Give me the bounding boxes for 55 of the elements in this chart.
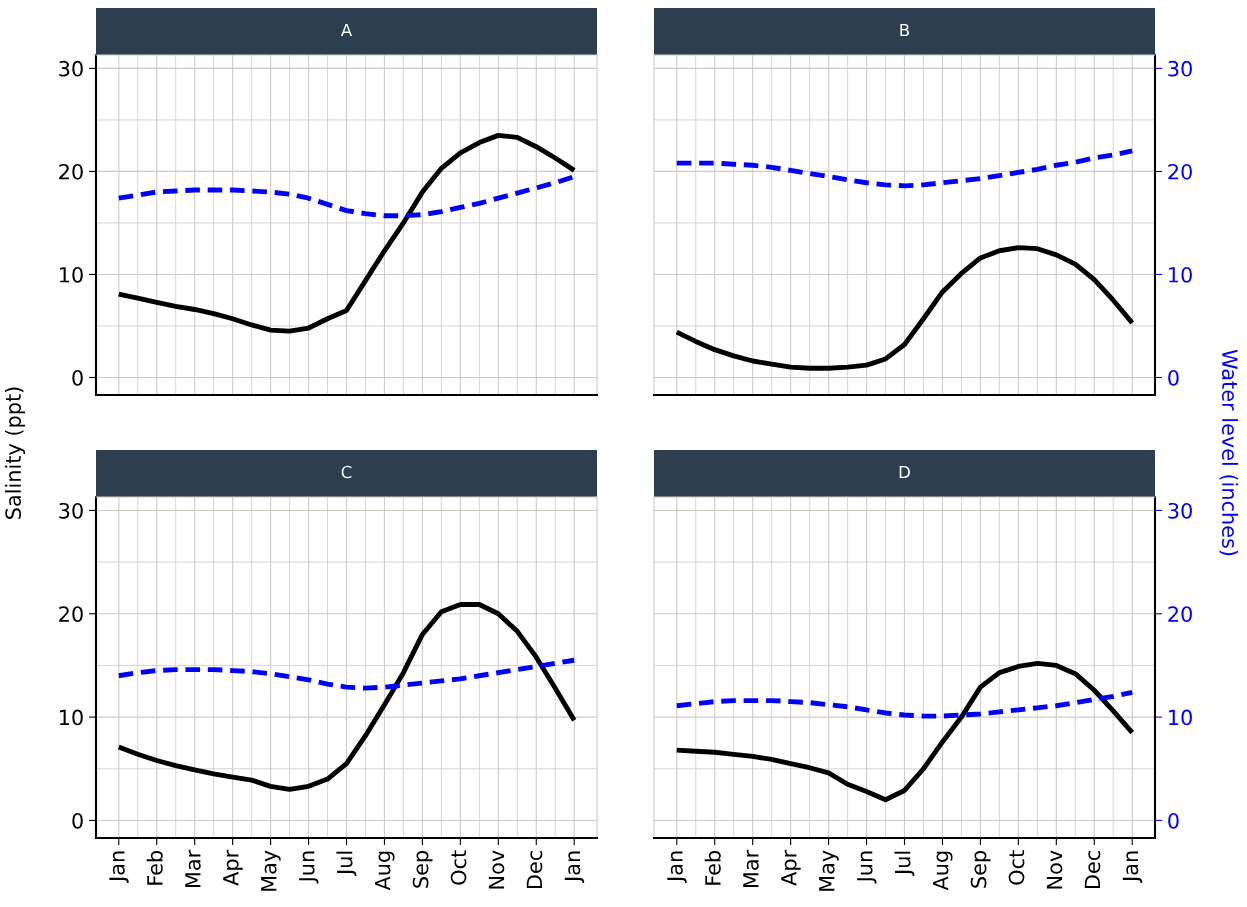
y-tick-label: 20: [59, 163, 83, 180]
y-tick-label: 20: [1168, 606, 1192, 622]
x-tick-label: Jan: [564, 851, 585, 883]
x-tick-label: Jul: [336, 851, 357, 877]
y-tick-label: 30: [59, 502, 83, 519]
y-axis-title: Salinity (ppt): [4, 387, 26, 519]
y-tick-label: 30: [1168, 502, 1192, 519]
x-tick-label: Dec: [1084, 851, 1101, 889]
y-tick-label: 0: [72, 812, 83, 829]
y-tick-label: 10: [1169, 709, 1192, 726]
x-tick-label: Nov: [488, 850, 505, 889]
x-tick-label: Feb: [704, 850, 721, 885]
x-tick-label: Sep: [412, 850, 433, 888]
x-tick-label: Nov: [1046, 850, 1063, 889]
x-tick-label: Aug: [933, 851, 953, 891]
x-tick-label: May: [819, 850, 839, 891]
x-tick-label: May: [261, 850, 281, 891]
chart-title: D: [899, 465, 910, 479]
x-tick-label: Mar: [743, 849, 759, 888]
y-tick-label: 30: [1168, 60, 1192, 77]
y-tick-label: 10: [59, 709, 83, 726]
x-tick-label: Jun: [857, 851, 877, 884]
chart-title: C: [341, 465, 352, 479]
x-tick-label: Dec: [526, 851, 543, 889]
x-tick-label: Apr: [223, 849, 243, 886]
x-tick-label: Jan: [667, 851, 687, 883]
y-tick-label: 0: [72, 369, 83, 386]
x-tick-label: Jan: [109, 851, 129, 883]
line-series: [674, 245, 1135, 371]
line-series: [116, 657, 577, 691]
x-tick-label: Oct: [450, 850, 467, 885]
line-series: [116, 602, 577, 792]
x-tick-label: Apr: [781, 849, 801, 886]
y-tick-label: 0: [1168, 369, 1179, 386]
y-tick-label: 10: [59, 266, 83, 283]
x-tick-label: Jul: [894, 851, 915, 877]
chart-title: A: [340, 23, 353, 37]
chart-title: B: [900, 23, 910, 37]
line-series: [674, 148, 1135, 189]
y-tick-label: 10: [1169, 266, 1192, 283]
x-tick-label: Mar: [185, 849, 201, 888]
y-tick-label: 20: [1168, 163, 1192, 180]
y-tick-label: 0: [1168, 812, 1179, 829]
x-tick-label: Jan: [1122, 851, 1143, 883]
x-tick-label: Oct: [1008, 850, 1025, 885]
x-tick-label: Feb: [146, 850, 163, 885]
y-axis-title: Water level (inches): [1219, 349, 1239, 556]
x-tick-label: Sep: [970, 850, 991, 888]
x-tick-label: Aug: [375, 851, 395, 891]
line-series: [674, 660, 1135, 803]
line-series: [674, 689, 1135, 719]
y-tick-label: 20: [59, 606, 83, 622]
line-series: [116, 132, 577, 334]
y-tick-label: 30: [59, 60, 83, 77]
x-tick-label: Jun: [299, 851, 319, 884]
